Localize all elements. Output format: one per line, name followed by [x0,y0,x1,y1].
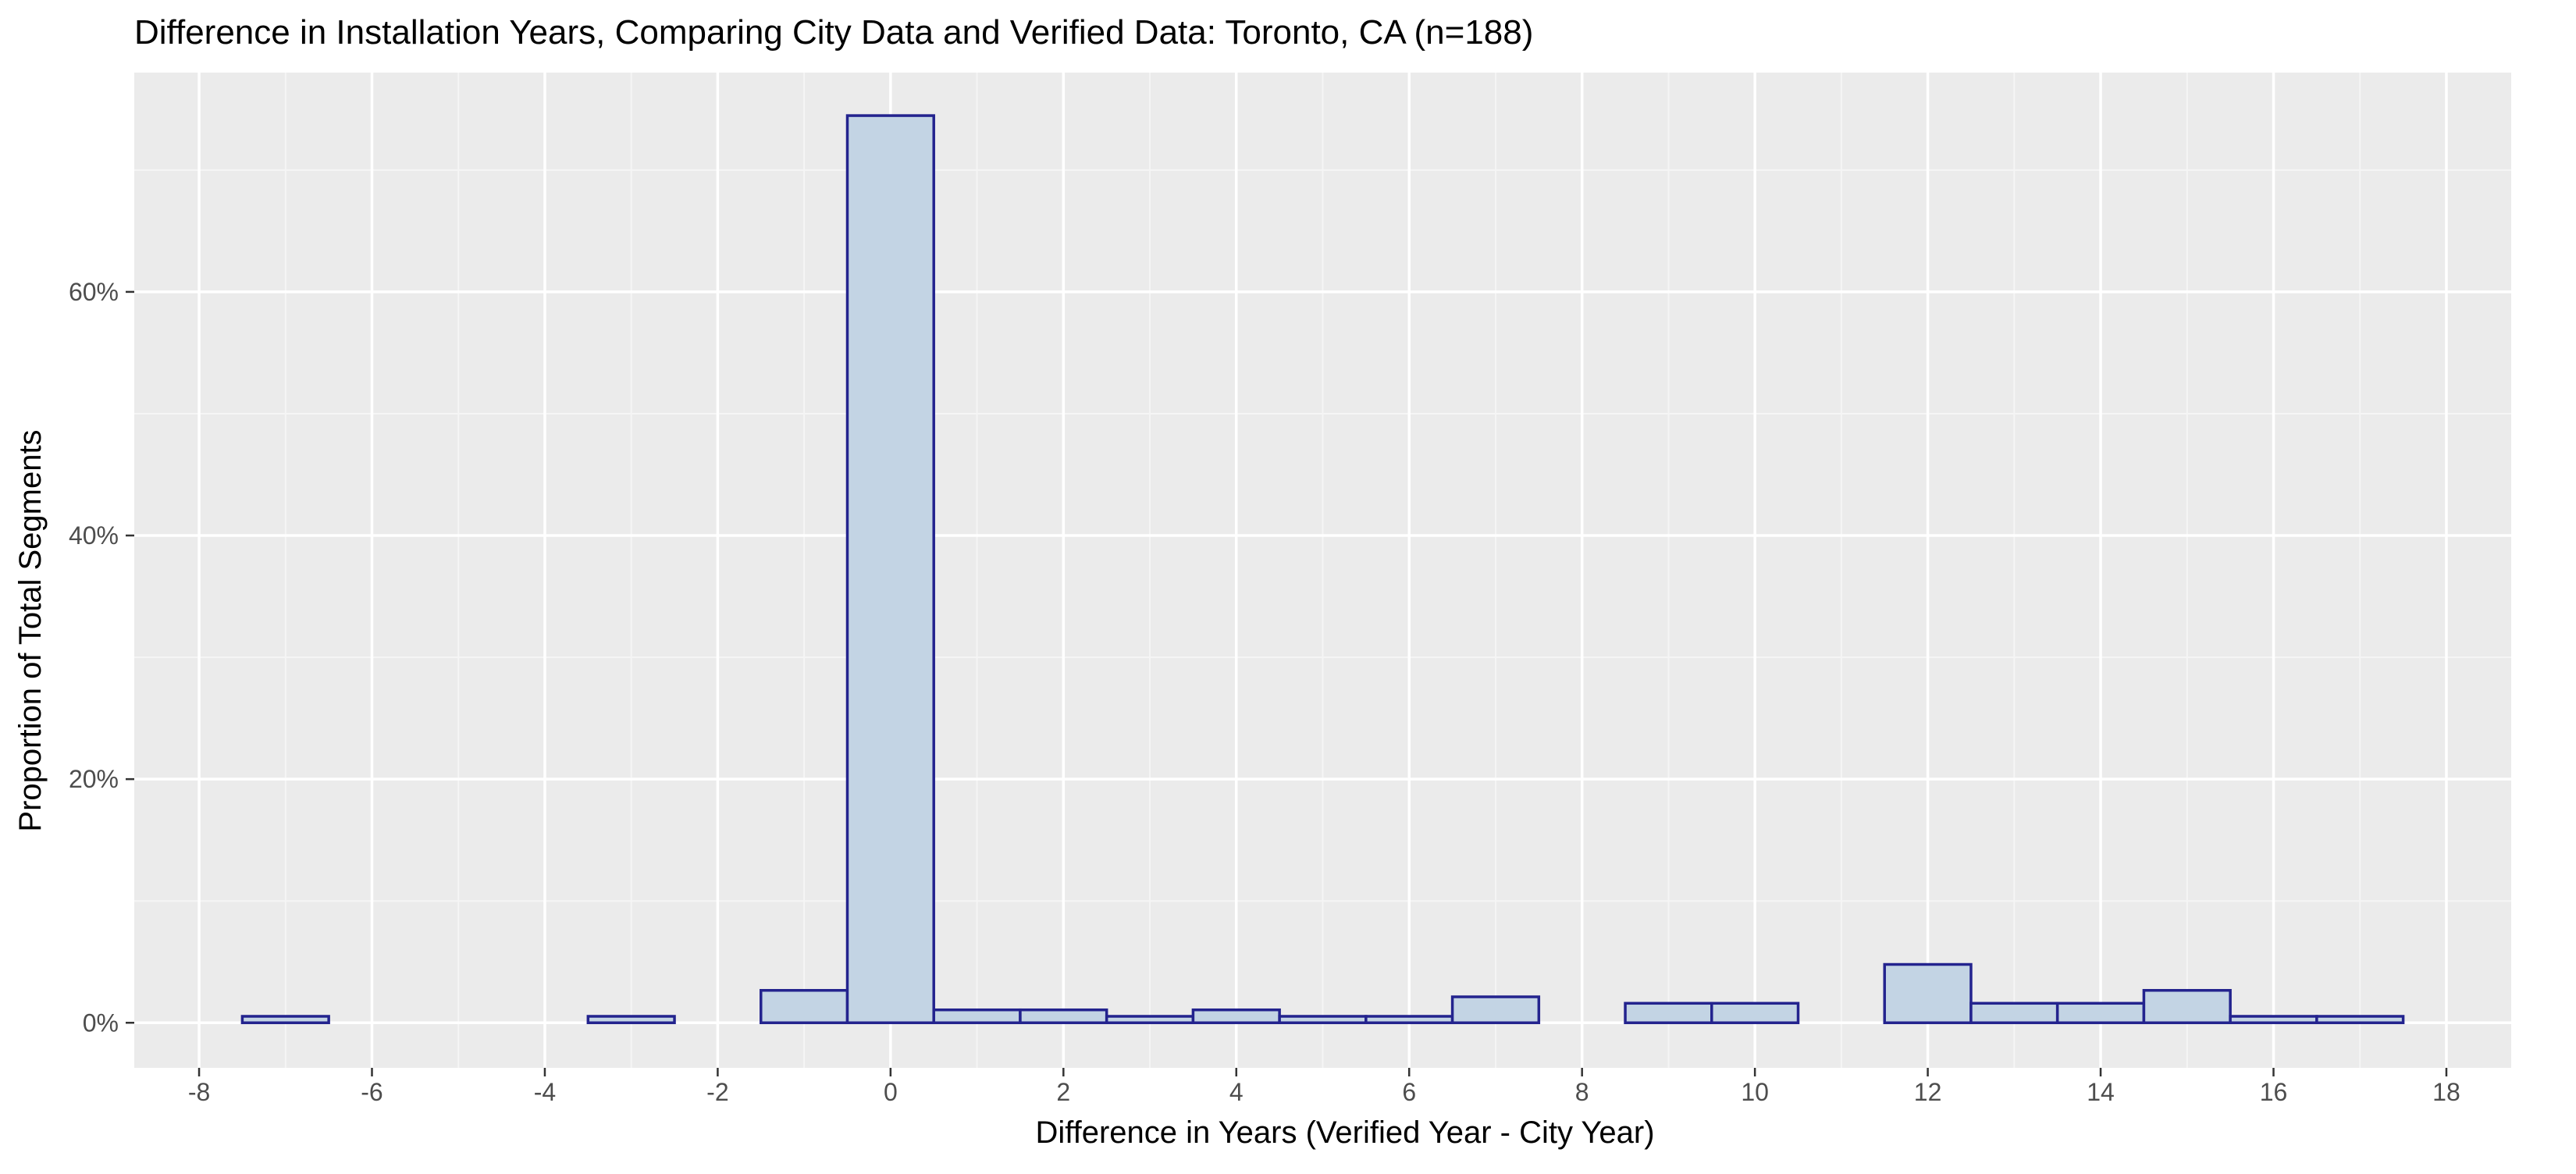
histogram-bar [845,114,935,1025]
x-tick-label: 8 [1575,1078,1589,1106]
x-tick-label: -2 [706,1078,728,1106]
histogram-bar [1105,1015,1195,1025]
histogram-bar [2315,1015,2405,1025]
histogram-bar [760,988,849,1025]
y-axis: 0% 20% 40% 60% [69,278,134,1037]
histogram-bar [1364,1015,1454,1025]
histogram-bar [1624,1001,1713,1025]
x-tick-label: 16 [2260,1078,2288,1106]
histogram-bar [1191,1008,1281,1025]
histogram-bar [1883,962,1973,1025]
y-tick-label: 0% [83,1009,119,1037]
histogram-bar [2229,1015,2318,1025]
histogram-bar [1969,1001,2059,1025]
x-tick-label: -4 [534,1078,556,1106]
histogram-bar [1710,1001,1800,1025]
x-tick-label: 2 [1056,1078,1070,1106]
x-tick-label: 4 [1229,1078,1244,1106]
y-tick-label: 40% [69,521,119,550]
histogram-bar [1278,1015,1368,1025]
histogram-bars [240,114,2405,1025]
histogram-bar [1019,1008,1108,1025]
x-tick-label: 14 [2087,1078,2115,1106]
histogram-bar [586,1015,676,1025]
x-axis-title: Difference in Years (Verified Year - Cit… [1035,1115,1654,1150]
x-tick-label: 12 [1914,1078,1942,1106]
histogram-bar [2142,988,2232,1025]
x-tick-label: 10 [1741,1078,1769,1106]
histogram-bar [2055,1001,2146,1025]
x-axis: -8 -6 -4 -2 0 2 4 6 8 10 12 14 16 18 [188,1068,2460,1106]
y-tick-label: 20% [69,765,119,793]
x-tick-label: 0 [884,1078,898,1106]
x-tick-label: -8 [188,1078,210,1106]
histogram-bar [240,1015,330,1025]
x-tick-label: -6 [361,1078,382,1106]
histogram-bar [932,1008,1022,1025]
histogram-bar [1450,995,1541,1025]
y-tick-label: 60% [69,278,119,306]
chart-title: Difference in Installation Years, Compar… [134,13,1533,52]
x-tick-label: 18 [2432,1078,2460,1106]
y-axis-title: Proportion of Total Segments [13,429,48,831]
x-tick-label: 6 [1402,1078,1416,1106]
